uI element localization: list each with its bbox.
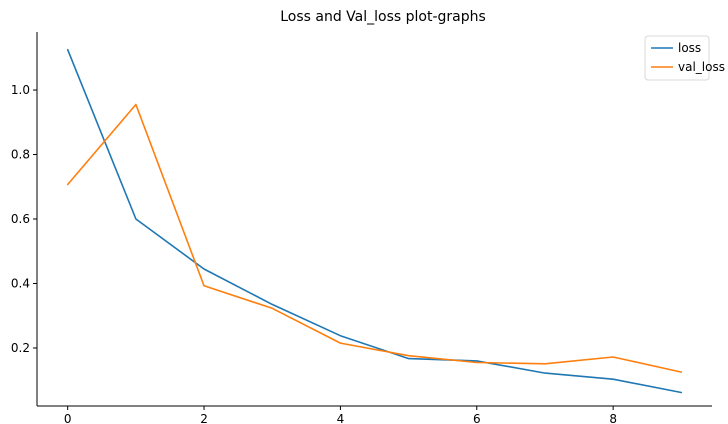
y-tick-label: 0.2 <box>11 341 30 355</box>
y-tick-label: 0.4 <box>11 276 30 290</box>
series-lines <box>66 48 683 394</box>
series-line-loss <box>66 48 683 394</box>
legend-label-loss: loss <box>678 41 701 55</box>
y-tick-label: 0.8 <box>11 148 30 162</box>
y-tick-label: 1.0 <box>11 83 30 97</box>
x-tick-label: 8 <box>609 412 617 424</box>
x-tick-label: 6 <box>473 412 481 424</box>
x-tick-label: 2 <box>200 412 208 424</box>
axes: 0 2 4 6 8 0.2 0.4 0.6 0.8 1.0 <box>11 32 712 424</box>
legend-label-val-loss: val_loss <box>678 60 725 74</box>
legend-box <box>644 35 710 81</box>
y-tick-label: 0.6 <box>11 212 30 226</box>
x-tick-label: 0 <box>64 412 72 424</box>
legend: loss val_loss <box>644 35 725 81</box>
chart-title: Loss and Val_loss plot-graphs <box>280 9 486 25</box>
series-line-val-loss <box>66 103 683 373</box>
x-tick-label: 4 <box>337 412 345 424</box>
